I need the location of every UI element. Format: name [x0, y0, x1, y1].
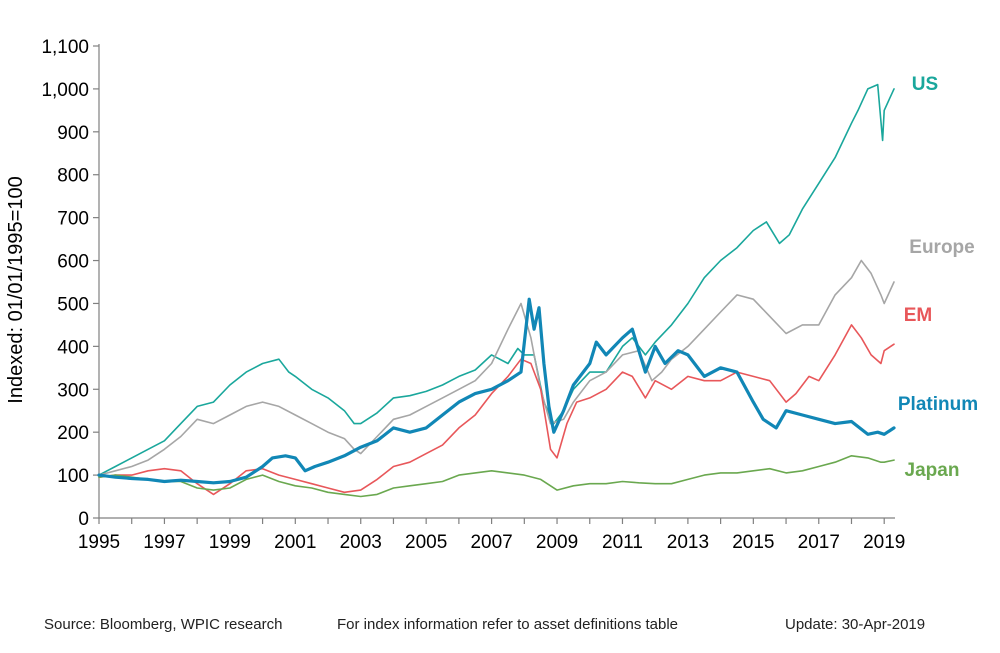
y-axis-title: Indexed: 01/01/1995=100	[5, 176, 27, 403]
x-tick-label: 1999	[209, 532, 251, 553]
x-tick-label: 2009	[536, 532, 578, 553]
series-line-europe	[98, 259, 895, 476]
series-line-em	[98, 324, 895, 496]
x-tick-label: 2011	[602, 532, 643, 553]
x-axis: 1995 1997 1999 2001 2003 2005 2007 2009 2011 2013…	[78, 517, 905, 553]
x-tick-label: 2019	[863, 532, 905, 553]
y-tick-label: 500	[57, 294, 89, 315]
x-tick-label: 2017	[798, 532, 840, 553]
x-tick-label: 2005	[405, 532, 447, 553]
y-tick-label: 800	[57, 166, 89, 187]
line-chart: 0 100 200 300 400 500 600 700 800 900 1,000 1,100 1…	[5, 37, 978, 553]
update-date: Update: 30-Apr-2019	[785, 616, 926, 633]
x-tick-label: 2003	[340, 532, 382, 553]
series-line-japan	[98, 454, 895, 498]
y-tick-label: 0	[78, 509, 89, 530]
y-tick-label: 400	[57, 337, 89, 358]
y-tick-label: 700	[57, 209, 89, 230]
x-tick-label: 2007	[470, 532, 512, 553]
y-tick-label: 1,100	[41, 37, 89, 58]
series-line-us	[98, 83, 895, 476]
series-line-platinum	[97, 297, 896, 485]
series-label-japan: Japan	[905, 460, 960, 481]
y-tick-label: 1,000	[41, 80, 89, 101]
series-label-platinum: Platinum	[898, 394, 978, 415]
x-tick-label: 2001	[274, 532, 316, 553]
index-note: For index information refer to asset def…	[337, 616, 679, 633]
y-tick-label: 900	[57, 123, 89, 144]
series-label-em: EM	[904, 305, 933, 326]
series-label-europe: Europe	[909, 237, 974, 258]
y-axis: 0 100 200 300 400 500 600 700 800 900 1,000 1,100	[41, 37, 100, 530]
x-tick-label: 1995	[78, 532, 120, 553]
x-tick-label: 1997	[143, 532, 185, 553]
series-label-us: US	[912, 74, 938, 95]
x-tick-label: 2013	[667, 532, 709, 553]
series-labels: US Europe EM Japan Platinum	[898, 74, 978, 481]
y-tick-label: 600	[57, 252, 89, 273]
x-tick-label: 2015	[732, 532, 774, 553]
y-tick-label: 100	[57, 466, 89, 487]
y-tick-label: 200	[57, 423, 89, 444]
source-note: Source: Bloomberg, WPIC research	[44, 616, 283, 633]
series-lines	[97, 83, 896, 498]
y-tick-label: 300	[57, 380, 89, 401]
